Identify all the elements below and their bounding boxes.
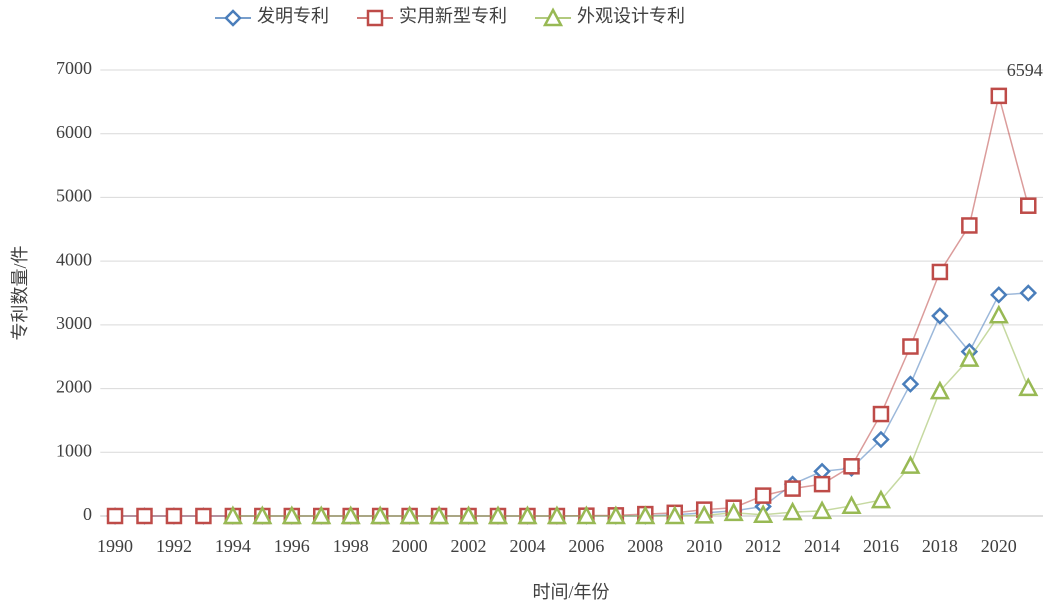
x-tick-label: 2014 — [804, 536, 840, 556]
data-point — [605, 505, 626, 525]
series-line — [115, 292, 1029, 517]
data-label: 6594 — [1007, 60, 1043, 80]
x-tick-label: 1990 — [97, 536, 133, 556]
data-point — [901, 375, 920, 393]
data-point — [753, 504, 774, 523]
data-point — [990, 87, 1008, 105]
y-tick-label: 0 — [83, 504, 92, 524]
x-tick-label: 2020 — [981, 536, 1017, 556]
data-point — [931, 307, 949, 325]
data-point — [576, 505, 597, 525]
data-point — [959, 347, 980, 367]
data-point — [782, 501, 803, 521]
x-tick-label: 1994 — [215, 536, 251, 556]
x-tick-label: 2004 — [509, 536, 545, 556]
x-tick-label: 2012 — [745, 536, 781, 556]
data-point — [222, 505, 243, 525]
data-point — [428, 505, 450, 525]
data-point — [961, 217, 978, 234]
data-point — [635, 505, 656, 525]
data-point — [340, 505, 361, 525]
data-point — [723, 502, 744, 522]
data-point — [1018, 377, 1039, 397]
data-point — [487, 505, 509, 525]
legend-label: 发明专利 — [257, 6, 329, 26]
data-point — [694, 504, 715, 524]
x-tick-label: 2016 — [863, 536, 899, 556]
y-tick-label: 2000 — [56, 377, 92, 397]
data-point — [370, 505, 391, 525]
data-point — [872, 405, 890, 423]
x-tick-label: 2010 — [686, 536, 722, 556]
x-tick-label: 1998 — [333, 536, 369, 556]
y-tick-label: 1000 — [56, 440, 92, 460]
data-point — [843, 458, 860, 475]
data-point — [458, 505, 479, 525]
data-point — [931, 263, 949, 281]
data-point — [929, 380, 950, 400]
data-point — [754, 487, 772, 504]
data-point — [813, 475, 831, 493]
series-line — [115, 95, 1029, 517]
x-axis-label: 时间/年份 — [532, 582, 609, 602]
x-tick-label: 2000 — [392, 536, 428, 556]
legend-label: 外观设计专利 — [577, 6, 685, 26]
data-point — [811, 500, 833, 520]
data-point — [195, 507, 212, 525]
x-tick-label: 2008 — [627, 536, 663, 556]
x-tick-label: 1992 — [156, 536, 192, 556]
data-point — [872, 430, 890, 449]
legend-marker — [542, 7, 564, 27]
data-point — [546, 505, 568, 525]
data-point — [870, 489, 892, 509]
y-axis-label: 专利数量/件 — [10, 245, 30, 340]
legend-label: 实用新型专利 — [399, 6, 507, 26]
data-point — [902, 338, 919, 355]
data-point — [664, 505, 685, 525]
x-tick-label: 2018 — [922, 536, 958, 556]
data-point — [165, 507, 183, 525]
y-tick-label: 5000 — [56, 186, 92, 206]
y-tick-label: 6000 — [56, 122, 92, 142]
data-point — [988, 304, 1009, 324]
x-tick-label: 2002 — [451, 536, 487, 556]
legend-marker — [366, 9, 384, 27]
x-tick-label: 2006 — [568, 536, 604, 556]
data-point — [136, 507, 153, 525]
data-point — [990, 286, 1008, 304]
legend-marker — [224, 9, 242, 27]
y-tick-label: 7000 — [56, 58, 92, 78]
x-tick-label: 1996 — [274, 536, 310, 556]
data-point — [281, 505, 302, 525]
data-point — [900, 455, 921, 474]
y-tick-label: 4000 — [56, 249, 92, 269]
data-point — [252, 505, 273, 525]
data-point — [1020, 197, 1037, 214]
data-point — [311, 505, 332, 525]
data-point — [784, 480, 801, 497]
series-line — [232, 313, 1029, 517]
data-point — [1019, 284, 1038, 302]
data-point — [517, 505, 538, 525]
y-tick-label: 3000 — [56, 313, 92, 333]
data-point — [841, 495, 862, 515]
data-point — [106, 507, 124, 525]
data-point — [399, 505, 420, 525]
